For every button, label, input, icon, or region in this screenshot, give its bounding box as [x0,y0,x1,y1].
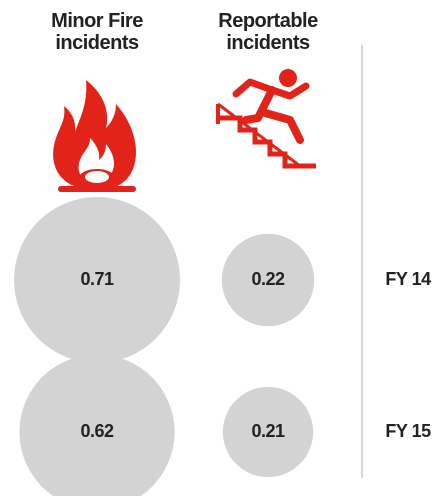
fire-icon [53,80,136,192]
value-label: 0.71 [80,269,114,289]
column-header: Reportable incidents [218,10,318,54]
row-label: FY 15 [385,421,431,441]
bubble [222,386,314,478]
value-label: 0.21 [251,421,285,441]
bubble [14,197,180,363]
column-header: Minor Fire incidents [51,10,143,54]
bubble [19,354,175,496]
stairs-icon [216,69,316,169]
value-label: 0.22 [251,269,285,289]
bubble [221,233,315,327]
value-label: 0.62 [80,421,114,441]
row-label: FY 14 [385,269,431,289]
